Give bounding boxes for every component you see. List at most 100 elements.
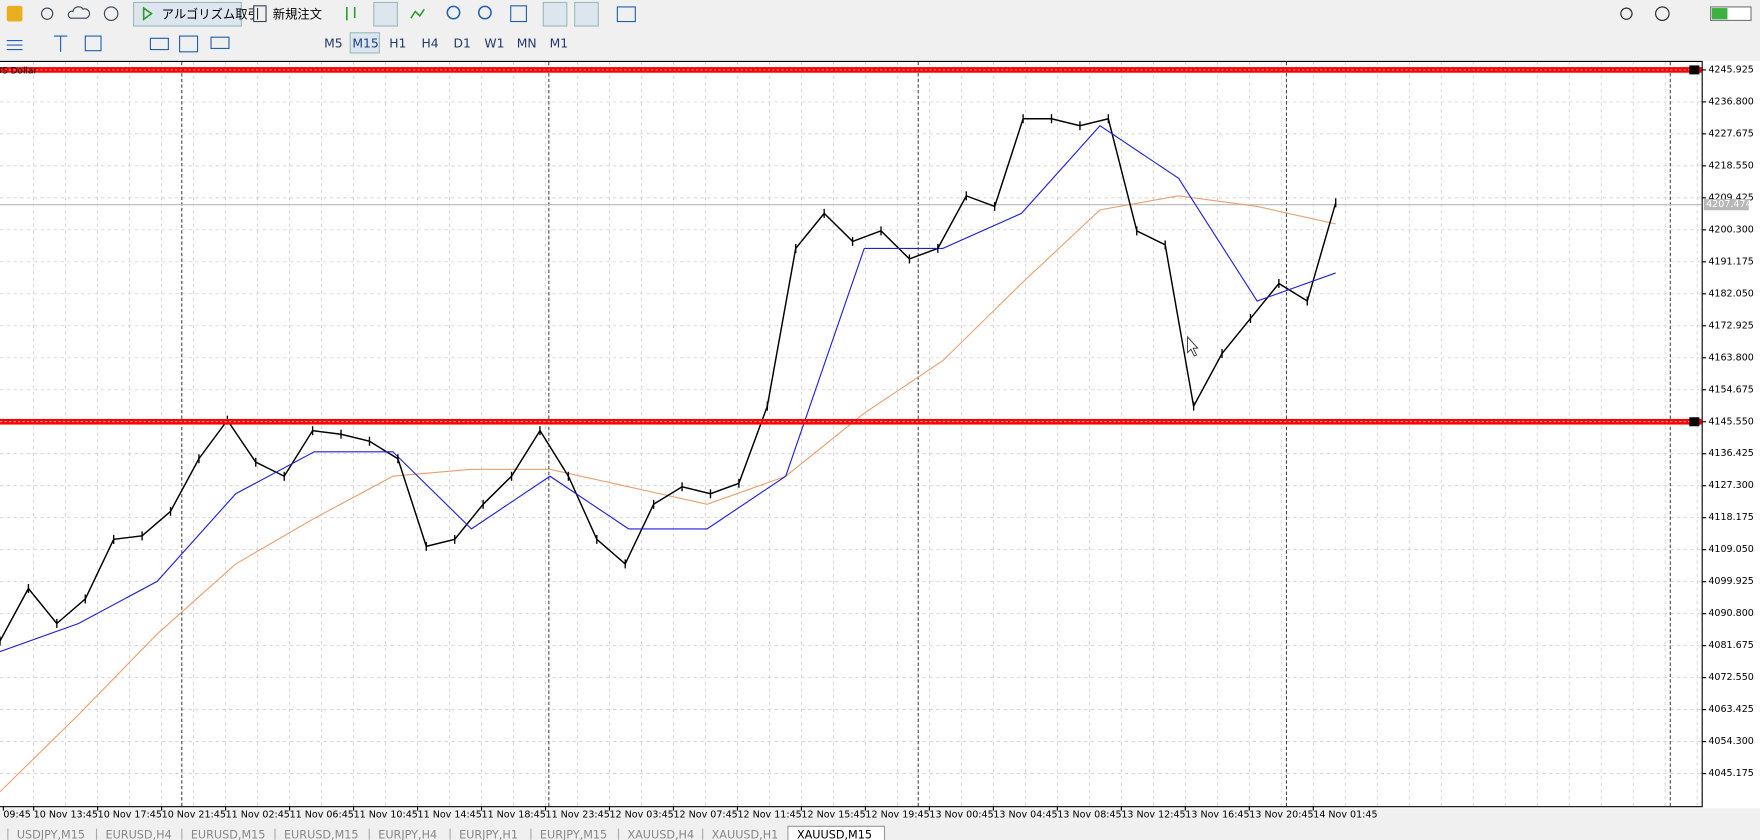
icon-cloud[interactable]	[67, 6, 91, 19]
time-label: 14 Nov 01:45	[1313, 810, 1377, 821]
algo-button[interactable]	[133, 1, 242, 27]
time-label: 11 Nov 02:45	[226, 810, 290, 821]
timeframe-button[interactable]: H4	[421, 36, 438, 50]
tab[interactable]: EURUSD,M15	[284, 828, 359, 840]
icon-battery-level	[1711, 8, 1728, 20]
price-label: 4154.675	[1708, 384, 1753, 395]
price-label: 4145.550	[1708, 416, 1753, 427]
price-label: 4209.425	[1708, 192, 1753, 203]
timeframe-button[interactable]: H1	[389, 36, 406, 50]
tab[interactable]: XAUUSD,H1	[712, 828, 779, 840]
icon-zoom-in[interactable]	[446, 5, 461, 20]
price-label: 4136.425	[1708, 448, 1753, 459]
timeframe-button[interactable]: D1	[454, 36, 471, 50]
time-label: 13 Nov 08:45	[1057, 810, 1121, 821]
time-label: 11 Nov 18:45	[482, 810, 546, 821]
time-label: 13 Nov 12:45	[1121, 810, 1185, 821]
time-label: 10 Nov 13:45	[34, 810, 98, 821]
tab[interactable]: XAUUSD,H4	[627, 828, 694, 840]
time-label: 12 Nov 03:45	[609, 810, 673, 821]
symbol-label: US Dollar	[0, 66, 37, 76]
time-label: 12 Nov 15:45	[801, 810, 865, 821]
time-label: 11 Nov 23:45	[546, 810, 610, 821]
icon-chart-types[interactable]	[346, 6, 425, 21]
tab[interactable]: USDJPY,M15	[17, 828, 85, 840]
timeframe-button[interactable]: M1	[550, 36, 568, 50]
timeframe-button[interactable]: M15	[352, 36, 378, 50]
price-label: 4054.300	[1708, 736, 1753, 747]
toolbar-bg	[0, 0, 1760, 61]
time-label: 13 Nov 00:45	[929, 810, 993, 821]
order-label[interactable]: 新規注文	[273, 6, 322, 21]
time-label: 11 Nov 14:45	[418, 810, 482, 821]
price-label: 4245.925	[1708, 64, 1753, 75]
icon-search[interactable]	[1620, 7, 1633, 20]
tab[interactable]: XAUUSD,M15	[797, 828, 872, 840]
timeframe-active-bg	[349, 32, 380, 54]
price-label: 4227.675	[1708, 128, 1753, 139]
icon-scroll[interactable]	[542, 1, 568, 27]
toolbar: アルゴリズム取引 新規注文 M5 M15 H1 H4 D1 W1 MN M1	[6, 1, 1752, 54]
icon-bag[interactable]	[6, 5, 23, 22]
icon-order[interactable]	[253, 5, 267, 23]
timeframes: M5 M15 H1 H4 D1 W1 MN M1	[324, 36, 568, 50]
icon-signal[interactable]	[40, 7, 54, 20]
tab[interactable]: EURJPY,H1	[459, 828, 518, 840]
price-label: 4163.800	[1708, 352, 1753, 363]
time-label: 11 Nov 10:45	[354, 810, 418, 821]
icon-account[interactable]	[1655, 6, 1670, 21]
price-label: 4072.550	[1708, 672, 1753, 683]
chart-type-active[interactable]	[373, 1, 398, 27]
icon-shift[interactable]	[574, 1, 599, 27]
tab[interactable]: EURJPY,M15	[540, 828, 607, 840]
price-label: 4236.800	[1708, 96, 1753, 107]
price-label: 4081.675	[1708, 640, 1753, 651]
timeframe-button[interactable]: M5	[324, 36, 342, 50]
algo-label: アルゴリズム取引	[162, 6, 260, 21]
price-label: 4218.550	[1708, 160, 1753, 171]
price-label: 4172.925	[1708, 320, 1753, 331]
tab[interactable]: EURJPY,H4	[378, 828, 437, 840]
icon-play	[142, 6, 153, 21]
ma-fast-line	[0, 124, 1336, 653]
price-label: 4109.050	[1708, 544, 1753, 555]
level-handle[interactable]	[1689, 65, 1700, 75]
drawing-tools[interactable]	[6, 35, 230, 53]
chart-bg	[0, 60, 1760, 809]
mouse-cursor	[1187, 335, 1199, 357]
price-label: 4127.300	[1708, 480, 1753, 491]
price-line	[0, 117, 1337, 642]
time-label: 13 Nov 04:45	[993, 810, 1057, 821]
price-label: 4182.050	[1708, 288, 1753, 299]
time-label: 10 Nov 17:45	[98, 810, 162, 821]
tabs: USDJPY,M15 EURUSD,H4 EURUSD,M15 EURUSD,M15 E…	[7, 825, 886, 840]
time-label: 12 Nov 19:45	[865, 810, 929, 821]
time-label: 12 Nov 07:45	[673, 810, 737, 821]
icon-tile[interactable]	[510, 5, 527, 23]
price-label: 4200.300	[1708, 224, 1753, 235]
price-label: 4099.925	[1708, 576, 1753, 587]
time-label: 12 Nov 11:45	[737, 810, 801, 821]
price-label: 4191.175	[1708, 256, 1753, 267]
level-handle[interactable]	[1689, 417, 1700, 427]
icon-vps[interactable]	[103, 6, 119, 21]
timeframe-button[interactable]: MN	[517, 36, 537, 50]
tab[interactable]: EURUSD,M15	[191, 828, 266, 840]
plot	[0, 65, 1702, 793]
time-label: 11 Nov 06:45	[290, 810, 354, 821]
price-label: 4063.425	[1708, 704, 1753, 715]
day-separators	[181, 61, 1671, 807]
tab[interactable]: EURUSD,H4	[106, 828, 172, 840]
icon-screenshot[interactable]	[616, 6, 636, 23]
time-label: 13 Nov 20:45	[1249, 810, 1313, 821]
current-price-label: 4207.474	[1706, 199, 1751, 210]
time-label: 10 Nov 21:45	[162, 810, 226, 821]
price-label: 4090.800	[1708, 608, 1753, 619]
price-label: 4118.175	[1708, 512, 1753, 523]
icon-zoom-out[interactable]	[477, 5, 492, 20]
current-price-box	[1703, 199, 1749, 211]
price-label: 4045.175	[1708, 768, 1753, 779]
timeframe-button[interactable]: W1	[484, 36, 504, 50]
